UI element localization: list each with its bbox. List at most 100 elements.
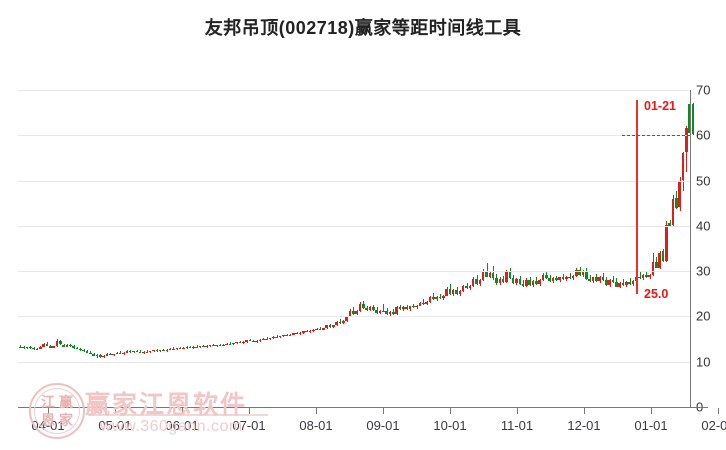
candle-body <box>242 341 245 343</box>
candle-wick <box>486 262 488 278</box>
candle-body <box>395 307 398 314</box>
candle-body <box>598 276 601 282</box>
candle-body <box>32 348 35 350</box>
x-axis-tick-label: 08-01 <box>299 418 333 433</box>
x-axis-tick <box>249 408 250 414</box>
candle-body <box>185 346 189 348</box>
candle-body <box>128 350 132 353</box>
gridline <box>18 226 690 227</box>
candle-body <box>525 280 528 286</box>
candle-body <box>691 104 695 135</box>
candle-body <box>418 302 422 306</box>
candle-body <box>361 303 365 309</box>
page-title: 友邦吊顶(002718)赢家等距时间线工具 <box>204 18 522 38</box>
candle-body <box>345 316 348 321</box>
y-axis-tick-label: 20 <box>696 308 711 324</box>
candle-body <box>681 153 685 180</box>
x-axis-tick-label: 02-01 <box>701 418 726 433</box>
candle-body <box>688 103 691 134</box>
candle-body <box>292 333 295 335</box>
candle-body <box>458 291 462 294</box>
x-axis-tick-label: 04-01 <box>31 418 65 433</box>
candle-body <box>322 328 325 330</box>
candle-body <box>118 352 122 354</box>
x-axis-tick <box>718 408 719 414</box>
candle-body <box>365 308 368 311</box>
y-axis-tick-label: 70 <box>696 82 711 98</box>
candle-body <box>501 279 505 282</box>
candle-body <box>102 355 105 358</box>
candle-body <box>315 328 318 330</box>
candle-body <box>431 296 435 300</box>
candle-body <box>335 321 338 326</box>
gridline <box>18 271 690 272</box>
gridline <box>18 135 690 136</box>
y-axis-tick-label: 40 <box>696 218 711 234</box>
x-axis-tick <box>651 408 652 414</box>
candle-body <box>28 347 32 349</box>
candle-body <box>55 340 59 347</box>
candle-body <box>608 280 611 285</box>
candlestick-series <box>18 90 695 407</box>
candle-body <box>495 278 498 283</box>
candle-body <box>19 346 22 348</box>
candle-body <box>58 340 62 345</box>
candle-wick <box>140 350 142 354</box>
candle-body <box>62 344 65 347</box>
candle-wick <box>399 304 401 311</box>
candle-wick <box>266 337 268 340</box>
candle-wick <box>213 344 215 347</box>
candle-body <box>348 310 352 317</box>
candle-body <box>272 336 275 339</box>
candle-body <box>471 279 475 286</box>
candle-body <box>625 282 628 285</box>
candle-body <box>42 343 45 347</box>
candle-body <box>565 276 568 280</box>
candle-body <box>338 321 342 324</box>
candle-body <box>165 349 169 351</box>
candle-wick <box>366 305 368 311</box>
candle-body <box>475 279 478 284</box>
candle-body <box>48 345 52 348</box>
candle-wick <box>253 339 255 343</box>
x-axis-tick <box>383 408 384 414</box>
candle-body <box>122 352 125 354</box>
candle-body <box>342 320 345 324</box>
candle-body <box>45 343 49 346</box>
candle-body <box>145 351 149 353</box>
x-axis-tick <box>450 408 451 414</box>
x-axis-tick-label: 10-01 <box>433 418 467 433</box>
candle-wick <box>493 265 495 281</box>
candle-body <box>655 262 658 268</box>
chart-plot-area[interactable] <box>18 90 695 407</box>
candle-wick <box>286 333 288 336</box>
candle-wick <box>639 272 641 280</box>
candle-body <box>72 346 75 349</box>
x-axis-tick-label: 01-01 <box>634 418 668 433</box>
candle-body <box>278 336 282 338</box>
candle-body <box>685 128 688 153</box>
candle-wick <box>623 279 625 286</box>
candle-body <box>508 272 512 279</box>
candle-body <box>428 296 432 302</box>
candle-body <box>368 307 372 311</box>
x-axis-tick <box>584 408 585 414</box>
candle-body <box>645 274 648 278</box>
x-axis-tick <box>182 408 183 414</box>
candle-body <box>238 342 242 344</box>
x-axis-tick-label: 07-01 <box>232 418 266 433</box>
candle-wick <box>83 349 85 352</box>
candle-wick <box>30 345 32 349</box>
candle-body <box>371 307 375 311</box>
x-axis-tick-label: 12-01 <box>567 418 601 433</box>
time-marker-line[interactable] <box>636 100 638 294</box>
candle-body <box>668 223 671 226</box>
candle-body <box>675 197 678 208</box>
candle-wick <box>146 350 148 353</box>
candle-body <box>142 351 145 353</box>
y-axis-tick-label: 50 <box>696 173 711 189</box>
candle-body <box>222 344 225 346</box>
candle-body <box>388 311 392 315</box>
candle-body <box>288 334 292 336</box>
